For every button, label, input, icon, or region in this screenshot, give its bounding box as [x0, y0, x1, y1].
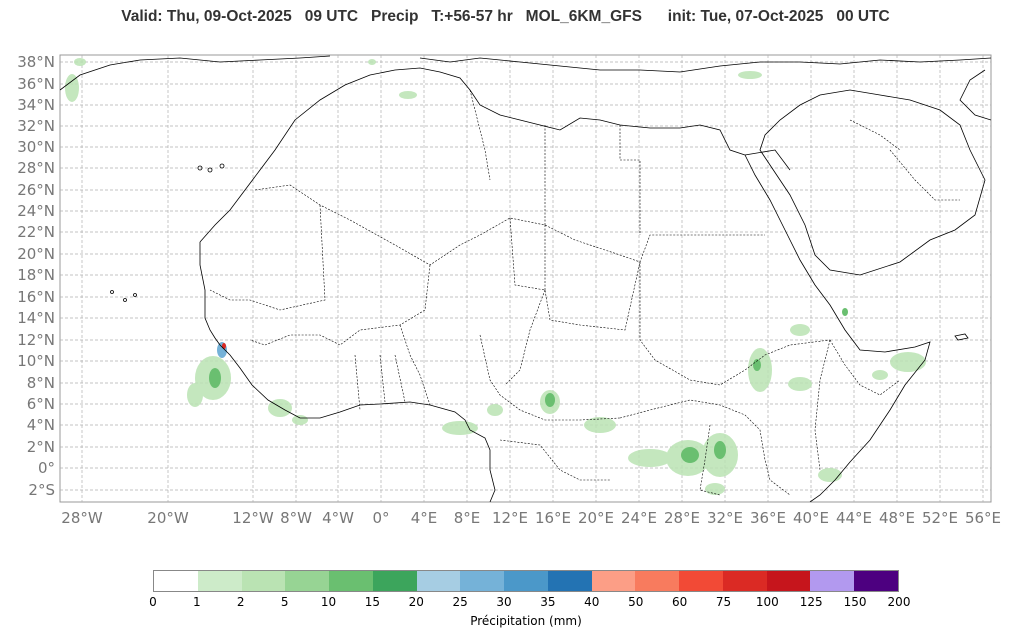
colorbar-swatch: [722, 571, 767, 591]
colorbar-ticks: 0 1 2 5 10 15 20 25 30 35 40 50 60 75 100 125 150 200: [149, 595, 910, 611]
title-init: init: Tue, 07-Oct-2025 00 UTC: [667, 8, 890, 25]
colorbar-tick-label: 1: [193, 595, 201, 609]
longitude-label: 28°E: [664, 509, 700, 527]
colorbar-swatch: [504, 571, 548, 591]
longitude-label: 0°: [372, 509, 389, 527]
colorbar-swatch: [241, 571, 286, 591]
colorbar-swatch: [635, 571, 680, 591]
latitude-label: 32°N: [17, 117, 55, 135]
colorbar-tick-label: 50: [628, 595, 644, 609]
latitude-label: 16°N: [17, 288, 55, 306]
latitude-label: 8°N: [27, 374, 55, 392]
colorbar-tick-label: 75: [715, 595, 732, 609]
latitude-label: 28°N: [17, 159, 55, 177]
map-title: Valid: Thu, 09-Oct-2025 09 UTC Precip T:…: [0, 8, 1011, 26]
longitude-label: 32°E: [707, 509, 743, 527]
longitude-label: 20°E: [578, 509, 614, 527]
latitude-label: 10°N: [17, 352, 55, 370]
colorbar-swatch: [547, 571, 592, 591]
colorbar-tick-label: 30: [496, 595, 512, 609]
colorbar-swatch: [285, 571, 330, 591]
precipitation-field: [65, 58, 926, 495]
latitude-label: 2°S: [28, 481, 55, 499]
title-product: Precip T:+56-57 hr MOL_6KM_GFS: [371, 8, 642, 25]
latitude-label: 0°: [38, 459, 55, 477]
longitude-label: 28°W: [61, 509, 103, 527]
latitude-label: 18°N: [17, 266, 55, 284]
colorbar-label: Précipitation (mm): [470, 614, 582, 628]
longitude-label: 12°E: [492, 509, 528, 527]
latitude-label: 14°N: [17, 309, 55, 327]
colorbar-swatch: [329, 571, 373, 591]
colorbar-swatch: [766, 571, 811, 591]
colorbar-tick-label: 5: [280, 595, 289, 609]
colorbar-tick-label: 200: [887, 595, 911, 609]
colorbar-tick-label: 2: [236, 595, 245, 609]
longitude-label: 44°E: [836, 509, 872, 527]
latitude-label: 24°N: [17, 202, 55, 220]
longitude-label: 12°W: [232, 509, 274, 527]
latitude-label: 30°N: [17, 138, 55, 156]
longitude-label: 24°E: [621, 509, 657, 527]
colorbar-tick-label: 40: [584, 595, 600, 609]
country-borders: [209, 89, 960, 496]
latitude-label: 20°N: [17, 245, 55, 263]
latitude-label: 34°N: [17, 96, 55, 114]
map-frame: [59, 54, 992, 503]
latitude-label: 26°N: [17, 181, 55, 199]
longitude-label: 36°E: [750, 509, 786, 527]
colorbar-tick-label: 15: [364, 595, 381, 609]
colorbar: [153, 570, 899, 592]
colorbar-swatch: [197, 571, 242, 591]
longitude-label: 48°E: [879, 509, 915, 527]
colorbar-tick-label: 25: [452, 595, 468, 609]
longitude-label: 4°W: [322, 509, 354, 527]
colorbar-tick-label: 60: [671, 595, 688, 609]
colorbar-tick-label: 10: [320, 595, 337, 609]
latitude-label: 2°N: [27, 438, 55, 456]
latitude-label: 36°N: [17, 75, 55, 93]
colorbar-swatch: [591, 571, 636, 591]
colorbar-tick-label: 35: [540, 595, 556, 609]
latitude-label: 6°N: [27, 395, 55, 413]
longitude-label: 56°E: [965, 509, 1001, 527]
longitude-label: 8°E: [454, 509, 481, 527]
colorbar-tick-label: 150: [843, 595, 867, 609]
latitude-labels: 38°N 36°N 34°N 32°N 30°N 28°N 26°N 24°N 22°N 20°N…: [17, 53, 55, 499]
colorbar-swatch: [810, 571, 855, 591]
longitude-label: 16°E: [535, 509, 571, 527]
colorbar-swatch: [416, 571, 461, 591]
colorbar-swatch: [372, 571, 417, 591]
latitude-label: 12°N: [17, 331, 55, 349]
longitude-label: 52°E: [922, 509, 958, 527]
longitude-label: 4°E: [411, 509, 438, 527]
longitude-label: 8°W: [280, 509, 312, 527]
title-valid: Valid: Thu, 09-Oct-2025 09 UTC: [121, 8, 359, 25]
colorbar-swatch: [460, 571, 505, 591]
colorbar-swatch: [154, 571, 198, 591]
latitude-label: 38°N: [17, 53, 55, 71]
latitude-label: 22°N: [17, 223, 55, 241]
latitude-label: 4°N: [27, 416, 55, 434]
colorbar-tick-label: 0: [149, 595, 157, 609]
longitude-labels: 28°W 20°W 12°W 8°W 4°W 0° 4°E 8°E 12°E 16°E 20°E 24…: [61, 509, 1001, 527]
longitude-label: 40°E: [793, 509, 829, 527]
colorbar-tick-label: 125: [799, 595, 823, 609]
colorbar-swatch: [679, 571, 723, 591]
colorbar-swatch: [854, 571, 899, 591]
colorbar-tick-label: 20: [408, 595, 424, 609]
colorbar-tick-label: 100: [755, 595, 779, 609]
longitude-label: 20°W: [147, 509, 189, 527]
